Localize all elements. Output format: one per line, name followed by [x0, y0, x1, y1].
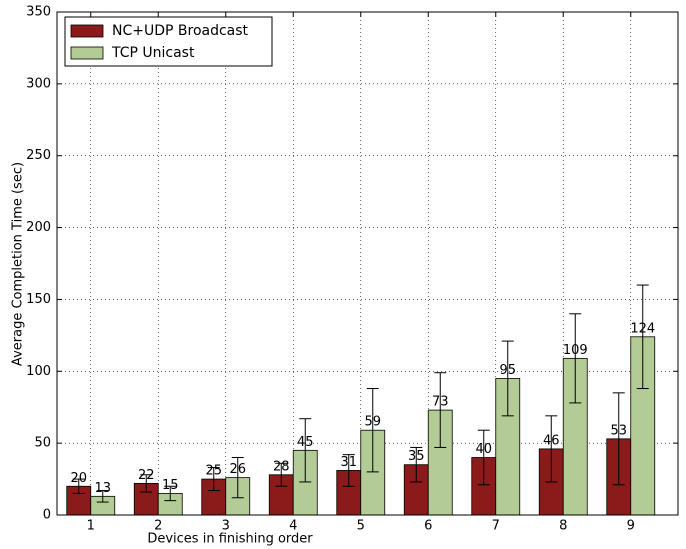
value-label: 31	[340, 455, 357, 470]
value-label: 45	[297, 435, 314, 450]
y-tick-label: 300	[26, 76, 51, 91]
x-axis-label: Devices in finishing order	[147, 532, 313, 547]
x-tick-label: 2	[154, 519, 162, 534]
value-label: 35	[408, 449, 425, 464]
legend-swatch	[70, 46, 104, 60]
y-tick-label: 350	[26, 5, 51, 20]
value-label: 15	[162, 478, 179, 493]
y-tick-label: 250	[26, 148, 51, 163]
value-label: 25	[205, 464, 222, 479]
y-tick-label: 100	[26, 364, 51, 379]
value-label: 28	[273, 459, 290, 474]
y-tick-label: 50	[34, 436, 51, 451]
value-label: 40	[475, 442, 492, 457]
x-tick-label: 8	[559, 519, 567, 534]
value-label: 73	[432, 395, 449, 410]
plot-frame	[56, 11, 679, 516]
x-tick-label: 6	[424, 519, 432, 534]
x-tick-label: 7	[492, 519, 500, 534]
value-label: 46	[543, 433, 560, 448]
value-label: 22	[138, 468, 155, 483]
value-label: 13	[94, 481, 111, 496]
value-label: 124	[630, 321, 655, 336]
value-label: 59	[364, 415, 381, 430]
legend-swatch	[70, 24, 104, 38]
x-tick-label: 1	[87, 519, 95, 534]
x-tick-label: 5	[357, 519, 365, 534]
legend-label: TCP Unicast	[111, 45, 195, 61]
value-label: 53	[610, 423, 627, 438]
x-tick-label: 3	[222, 519, 230, 534]
value-label: 20	[70, 471, 87, 486]
y-tick-label: 150	[26, 292, 51, 307]
y-tick-label: 200	[26, 220, 51, 235]
y-tick-label: 0	[43, 508, 51, 523]
x-tick-label: 9	[627, 519, 635, 534]
value-label: 109	[563, 343, 588, 358]
value-label: 95	[499, 363, 516, 378]
y-axis-label: Average Completion Time (sec)	[11, 162, 26, 366]
legend-label: NC+UDP Broadcast	[112, 23, 249, 39]
x-tick-label: 4	[289, 519, 297, 534]
value-label: 26	[229, 462, 246, 477]
